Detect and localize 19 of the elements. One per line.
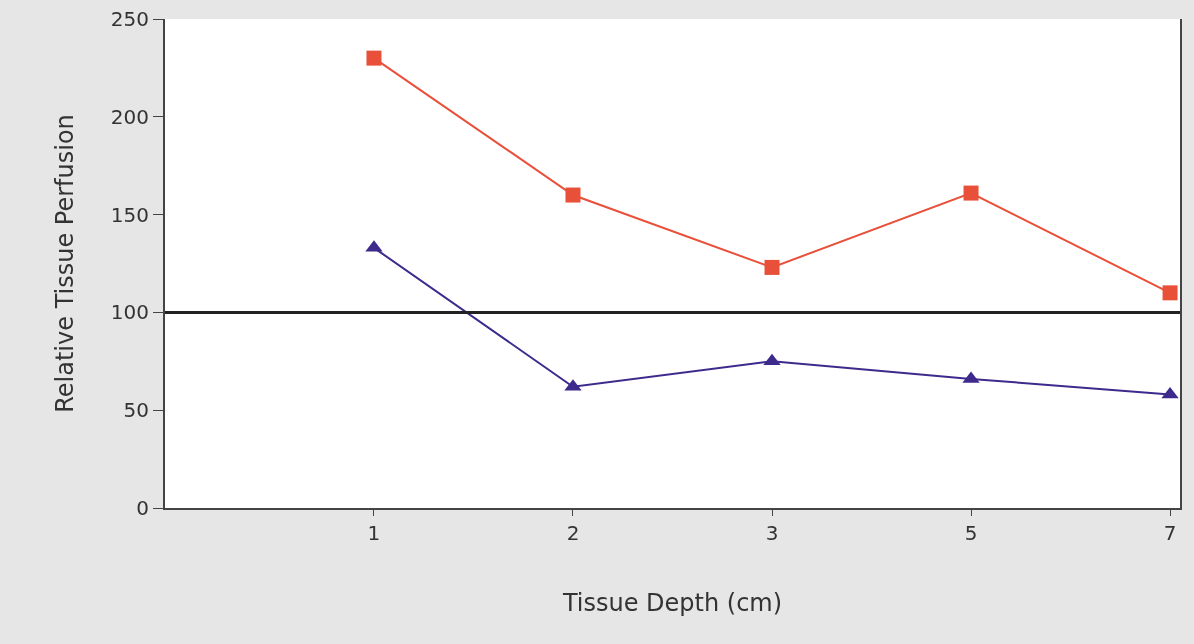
- x-tick-label: 3: [765, 521, 779, 545]
- point: [366, 50, 382, 66]
- y-tick-label: 200: [110, 104, 149, 129]
- x-tick-label: 7: [1163, 521, 1177, 545]
- y-axis-title: Relative Tissue Perfusion: [51, 114, 80, 413]
- x-tick-label: 5: [964, 521, 978, 545]
- point: [565, 187, 581, 203]
- x-axis-title: Tissue Depth (cm): [561, 588, 783, 617]
- point: [763, 353, 781, 366]
- x-tick-label: 1: [367, 521, 381, 545]
- point: [764, 259, 780, 275]
- y-tick-label: 0: [136, 496, 149, 520]
- point: [963, 185, 979, 201]
- x-tick-label: 2: [566, 521, 580, 545]
- point: [1162, 285, 1178, 301]
- y-tick-label: 50: [123, 398, 149, 423]
- y-tick-label: 150: [110, 202, 149, 227]
- y-tick-label: 250: [110, 7, 149, 31]
- y-tick-label: 100: [110, 300, 149, 325]
